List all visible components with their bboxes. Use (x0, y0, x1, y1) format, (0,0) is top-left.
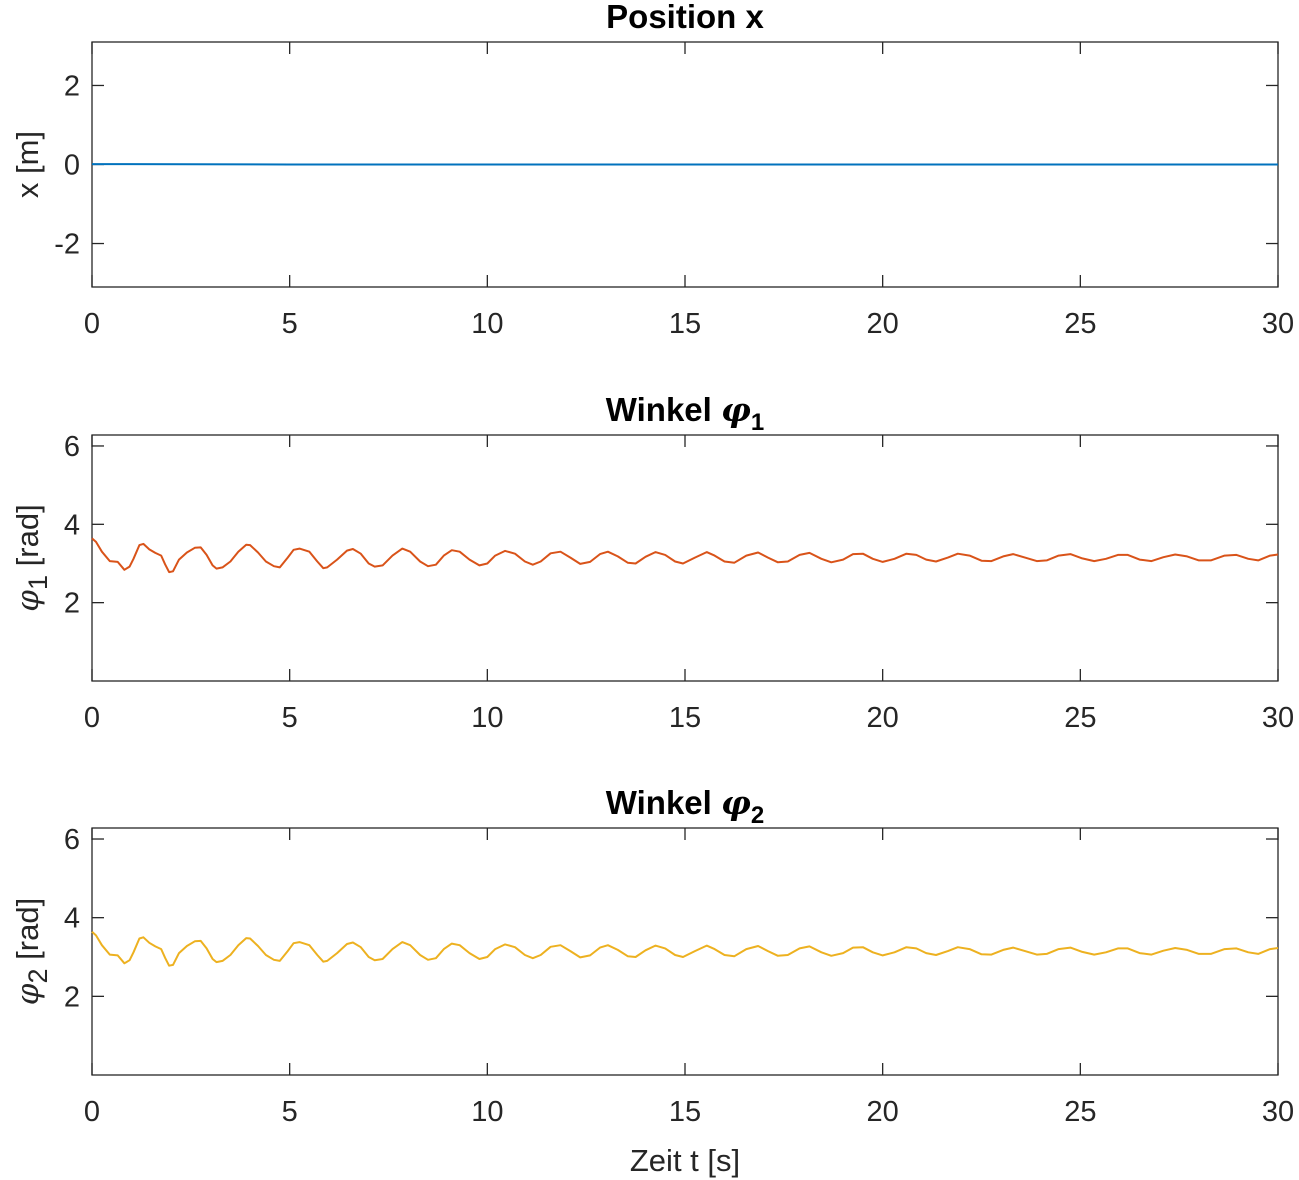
chart2-axes-box (91, 434, 1279, 682)
chart2-series-line (91, 537, 1279, 574)
chart3-title: Winkel φ2 (606, 783, 764, 829)
chart3-ytick-label: 6 (64, 824, 80, 856)
chart1-title: Position x (606, 0, 764, 35)
chart3-ylabel: φ2 [rad] (10, 898, 53, 1005)
chart3-ytick-label: 2 (64, 981, 80, 1013)
chart1-ytick-label: 0 (64, 150, 80, 182)
chart3-series-line (91, 931, 1279, 967)
chart2-xtick-label: 5 (282, 702, 298, 734)
chart1-xtick-label: 20 (867, 308, 899, 340)
chart2-xtick-label: 0 (84, 702, 100, 734)
chart2-ylabel: φ1 [rad] (10, 504, 53, 611)
chart1-xtick-label: 0 (84, 308, 100, 340)
chart2-xtick-label: 15 (669, 702, 701, 734)
chart2-xtick-label: 20 (867, 702, 899, 734)
chart2-xtick-label: 25 (1064, 702, 1096, 734)
chart2-ytick-label: 4 (64, 509, 80, 541)
chart3-xtick-label: 20 (867, 1096, 899, 1128)
chart1-xtick-label: 5 (282, 308, 298, 340)
chart1-xtick-label: 10 (471, 308, 503, 340)
chart3-xtick-label: 10 (471, 1096, 503, 1128)
chart3-xtick-label: 15 (669, 1096, 701, 1128)
chart3-xtick-label: 0 (84, 1096, 100, 1128)
chart3-xtick-label: 5 (282, 1096, 298, 1128)
chart2-ytick-label: 2 (64, 588, 80, 620)
chart2-ytick-label: 6 (64, 431, 80, 463)
chart1-ytick-label: 2 (64, 70, 80, 102)
chart1-xtick-label: 25 (1064, 308, 1096, 340)
chart1-ylabel: x [m] (10, 131, 45, 198)
chart3-axes-box (91, 827, 1279, 1076)
chart3-xtick-label: 30 (1262, 1096, 1294, 1128)
chart1-xtick-label: 30 (1262, 308, 1294, 340)
chart1-ytick-label: -2 (54, 229, 80, 261)
chart3-xlabel: Zeit t [s] (630, 1143, 740, 1178)
chart2-title: Winkel φ1 (606, 390, 764, 436)
chart2-xtick-label: 10 (471, 702, 503, 734)
chart1-axes: 0 5 10 15 20 25 30 -2 0 2 Position x x [m] (10, 0, 1294, 340)
chart2-xtick-label: 30 (1262, 702, 1294, 734)
chart1-xtick-label: 15 (669, 308, 701, 340)
chart3-ytick-label: 4 (64, 903, 80, 935)
chart3-xtick-label: 25 (1064, 1096, 1096, 1128)
chart2-axes: 0 5 10 15 20 25 30 2 4 6 Winkel φ1 φ1 [rad] (10, 390, 1294, 734)
chart3-axes: 0 5 10 15 20 25 30 2 4 6 Winkel φ2 φ2 [rad] Zeit t [… (10, 783, 1294, 1178)
